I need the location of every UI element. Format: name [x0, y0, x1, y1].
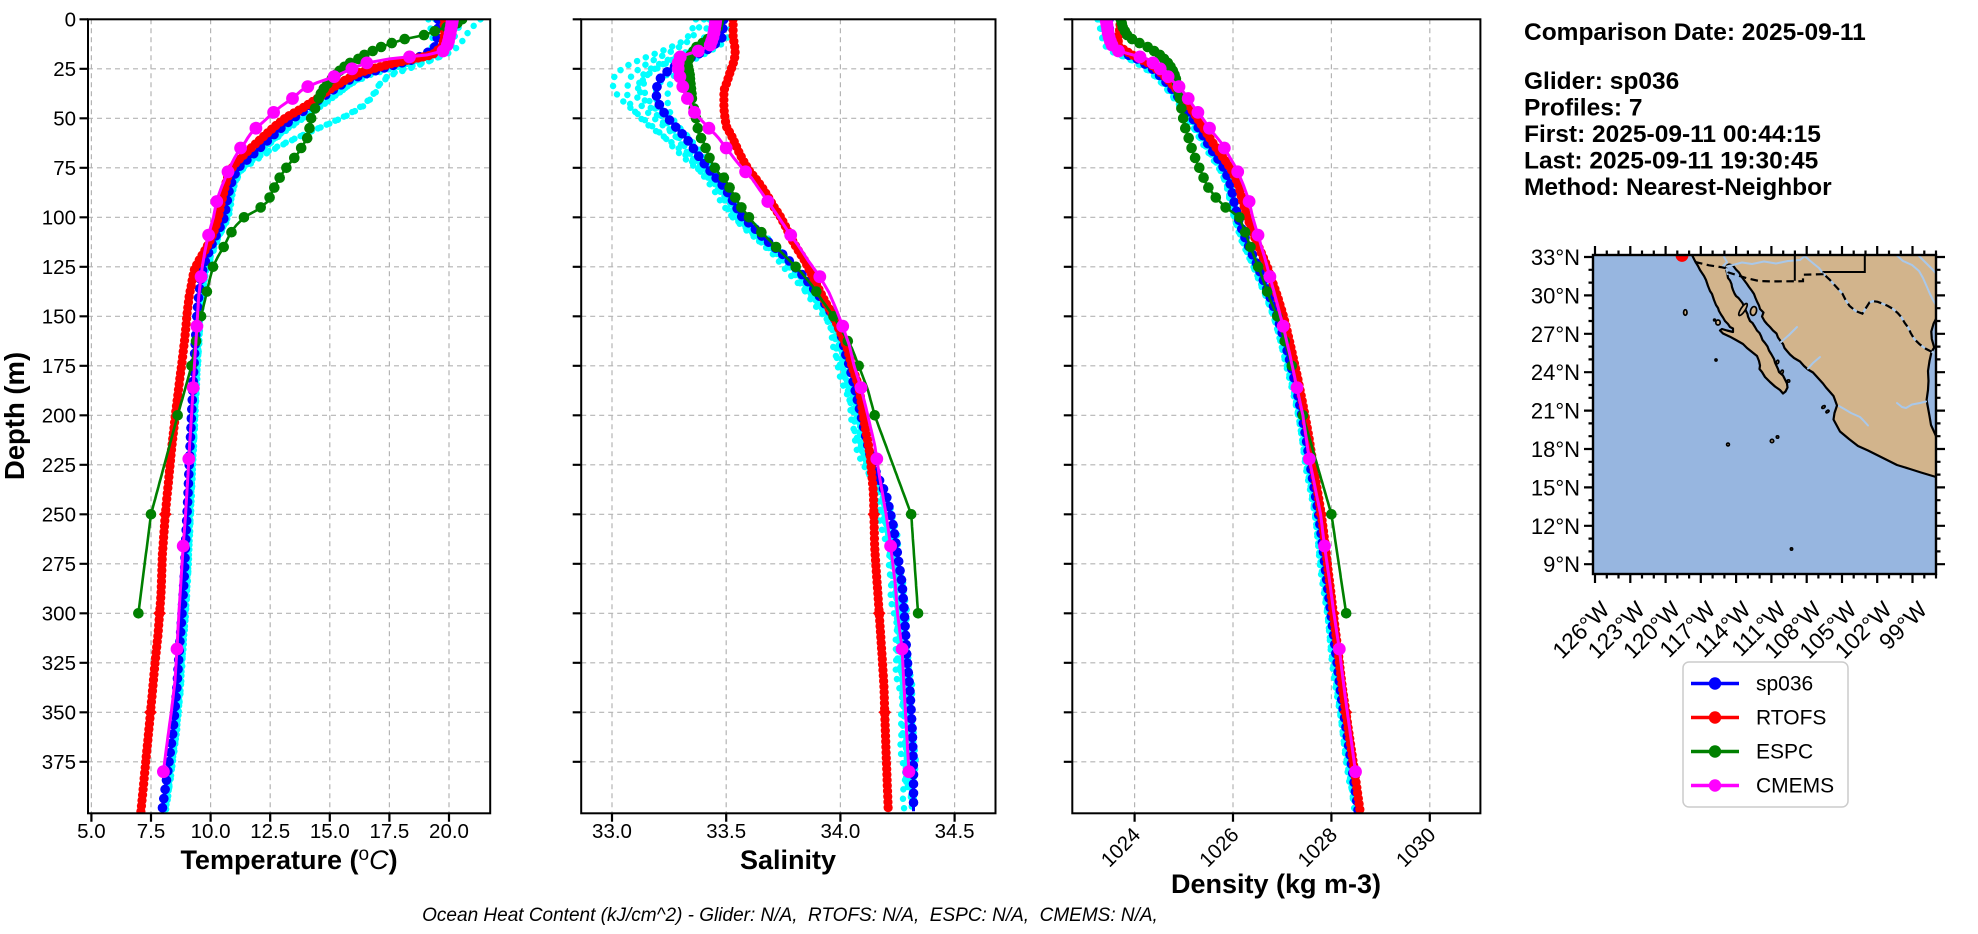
svg-text:0: 0: [65, 8, 76, 31]
svg-text:5.0: 5.0: [77, 820, 106, 843]
svg-text:75: 75: [53, 157, 76, 180]
svg-text:7.5: 7.5: [137, 820, 166, 843]
svg-text:350: 350: [42, 701, 76, 724]
svg-text:Method: Nearest-Neighbor: Method: Nearest-Neighbor: [1524, 174, 1832, 201]
svg-text:12°N: 12°N: [1531, 514, 1580, 539]
svg-text:24°N: 24°N: [1531, 360, 1580, 385]
svg-text:200: 200: [42, 404, 76, 427]
svg-text:sp036: sp036: [1756, 673, 1813, 696]
svg-text:325: 325: [42, 652, 76, 675]
svg-text:CMEMS: CMEMS: [1756, 775, 1834, 798]
svg-text:Comparison Date: 2025-09-11: Comparison Date: 2025-09-11: [1524, 19, 1866, 46]
svg-text:9°N: 9°N: [1543, 552, 1580, 577]
svg-text:Density (kg m-3): Density (kg m-3): [1171, 869, 1381, 899]
svg-text:18°N: 18°N: [1531, 437, 1580, 462]
svg-text:Salinity: Salinity: [740, 845, 836, 875]
svg-text:150: 150: [42, 305, 76, 328]
svg-text:25: 25: [53, 58, 76, 81]
svg-text:125: 125: [42, 256, 76, 279]
svg-text:33.5: 33.5: [706, 820, 746, 843]
svg-text:10.0: 10.0: [191, 820, 231, 843]
svg-text:Glider: sp036: Glider: sp036: [1524, 68, 1679, 95]
svg-text:250: 250: [42, 503, 76, 526]
svg-text:275: 275: [42, 553, 76, 576]
svg-text:33.0: 33.0: [592, 820, 632, 843]
svg-text:17.5: 17.5: [369, 820, 409, 843]
svg-text:First: 2025-09-11 00:44:15: First: 2025-09-11 00:44:15: [1524, 121, 1821, 148]
svg-text:Ocean Heat Content (kJ/cm^2) -: Ocean Heat Content (kJ/cm^2) - Glider: N…: [422, 905, 1158, 926]
svg-text:100: 100: [42, 206, 76, 229]
svg-text:20.0: 20.0: [429, 820, 469, 843]
svg-text:300: 300: [42, 602, 76, 625]
svg-text:34.5: 34.5: [935, 820, 975, 843]
svg-text:ESPC: ESPC: [1756, 741, 1813, 764]
svg-text:34.0: 34.0: [820, 820, 860, 843]
svg-text:Last: 2025-09-11 19:30:45: Last: 2025-09-11 19:30:45: [1524, 148, 1818, 175]
svg-text:33°N: 33°N: [1531, 245, 1580, 270]
svg-text:21°N: 21°N: [1531, 399, 1580, 424]
svg-text:Profiles: 7: Profiles: 7: [1524, 95, 1642, 122]
svg-text:15°N: 15°N: [1531, 475, 1580, 500]
svg-text:27°N: 27°N: [1531, 322, 1580, 347]
svg-text:375: 375: [42, 751, 76, 774]
svg-text:225: 225: [42, 454, 76, 477]
svg-text:175: 175: [42, 355, 76, 378]
svg-text:30°N: 30°N: [1531, 283, 1580, 308]
svg-text:50: 50: [53, 107, 76, 130]
svg-text:Depth (m): Depth (m): [0, 352, 30, 480]
svg-text:12.5: 12.5: [250, 820, 290, 843]
svg-text:15.0: 15.0: [310, 820, 350, 843]
svg-text:RTOFS: RTOFS: [1756, 707, 1826, 730]
